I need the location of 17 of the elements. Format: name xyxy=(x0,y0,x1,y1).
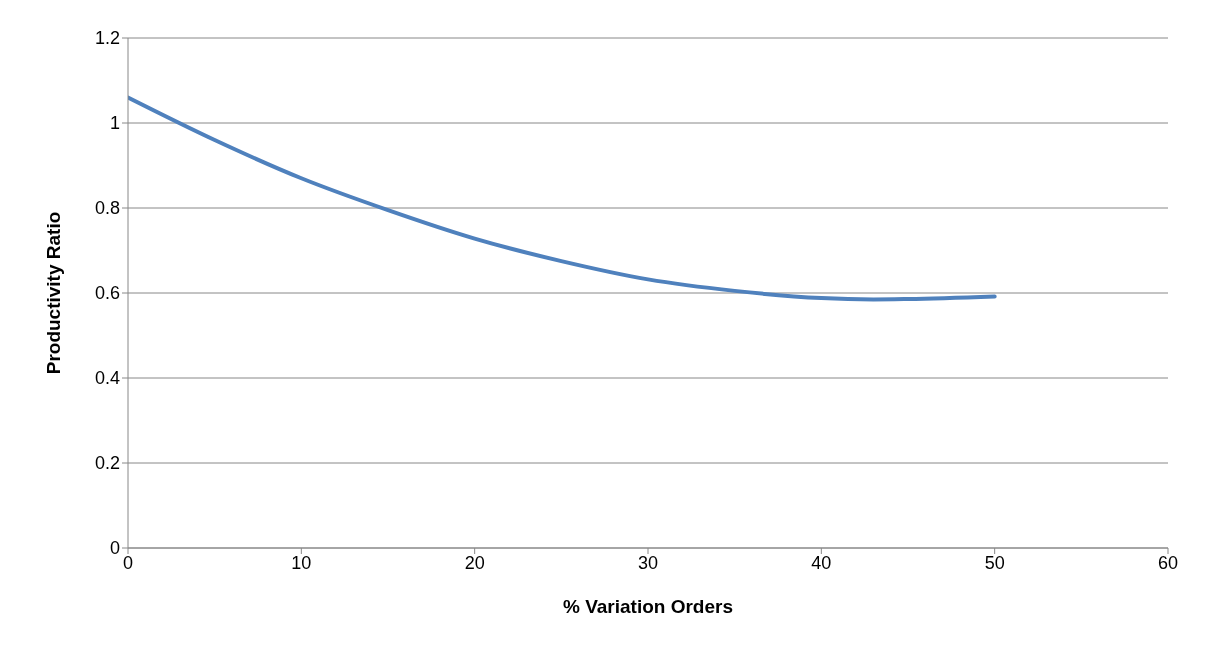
y-tick-label: 0 xyxy=(109,538,120,559)
x-tick-label: 40 xyxy=(811,552,832,573)
x-tick-label: 10 xyxy=(291,552,312,573)
x-tick-label: 30 xyxy=(637,552,659,573)
x-axis-title: % Variation Orders xyxy=(562,596,734,617)
y-tick-label: 0.2 xyxy=(94,453,120,474)
x-tick-label: 20 xyxy=(464,552,485,573)
y-tick-label: 1 xyxy=(109,113,120,134)
y-tick-label: 0.6 xyxy=(94,283,120,304)
line-series xyxy=(128,95,997,302)
y-tick-label: 0.4 xyxy=(94,368,120,389)
y-axis-title: Productivity Ratio xyxy=(42,211,64,375)
y-tick-label: 1.2 xyxy=(94,28,120,49)
y-tick-label: 0.8 xyxy=(94,198,120,219)
x-tick-label: 0 xyxy=(122,552,134,573)
x-tick-label: 60 xyxy=(1157,552,1179,573)
x-tick-label: 50 xyxy=(984,552,1005,573)
